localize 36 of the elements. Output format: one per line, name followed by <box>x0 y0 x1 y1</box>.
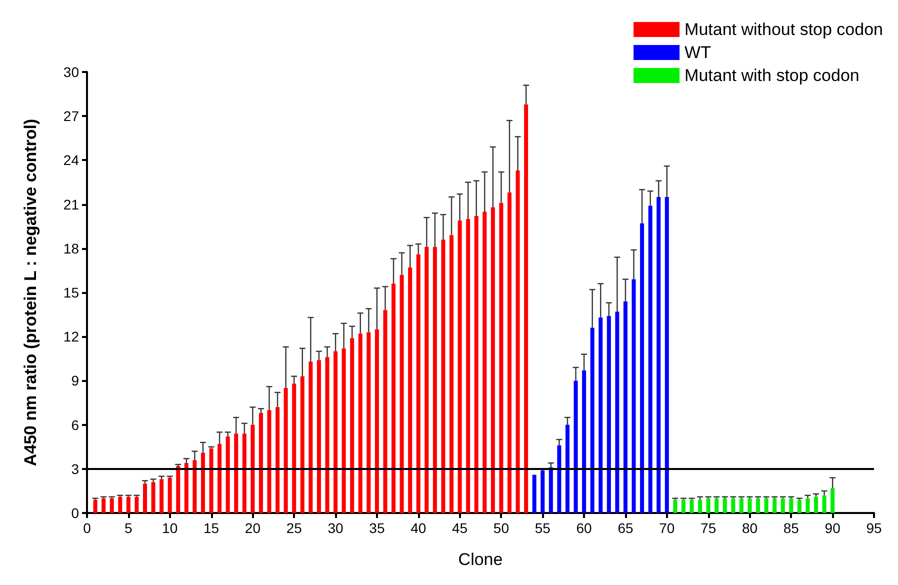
x-tick-label: 80 <box>742 520 758 536</box>
legend-label: Mutant with stop codon <box>684 66 860 85</box>
y-tick-label: 12 <box>63 328 80 345</box>
y-axis-title: A450 nm ratio (protein L : negative control) <box>21 118 40 466</box>
x-tick-label: 65 <box>618 520 634 536</box>
x-tick-label: 45 <box>452 520 468 536</box>
x-tick-label: 40 <box>410 520 426 536</box>
x-tick-label: 90 <box>824 520 841 536</box>
y-tick-label: 15 <box>63 284 80 300</box>
x-tick-label: 15 <box>203 520 220 536</box>
y-tick-label: 21 <box>63 196 80 212</box>
legend-label: Mutant without stop codon <box>684 20 884 39</box>
y-tick-label: 6 <box>71 416 80 433</box>
x-tick-label: 20 <box>244 520 261 536</box>
x-tick-label: 70 <box>659 520 675 536</box>
x-tick-label: 30 <box>328 520 344 536</box>
x-tick-label: 25 <box>286 520 302 536</box>
x-tick-label: 60 <box>576 520 592 536</box>
x-tick-label: 85 <box>783 520 800 536</box>
y-tick-label: 30 <box>63 64 80 80</box>
x-tick-label: 55 <box>534 520 551 536</box>
y-tick-label: 9 <box>71 372 80 389</box>
x-tick-label: 95 <box>866 520 882 536</box>
x-tick-label: 50 <box>493 520 510 536</box>
y-tick-label: 0 <box>71 505 80 521</box>
x-tick-label: 10 <box>162 520 178 536</box>
x-tick-label: 5 <box>124 520 133 536</box>
legend-label: WT <box>684 43 711 62</box>
y-tick-label: 27 <box>63 108 80 124</box>
x-tick-label: 35 <box>369 520 385 536</box>
y-tick-label: 24 <box>63 152 80 168</box>
x-tick-label: 0 <box>83 520 92 536</box>
x-tick-label: 75 <box>700 520 716 536</box>
y-tick-label: 18 <box>63 240 80 256</box>
y-tick-label: 3 <box>71 460 80 477</box>
x-axis-title: Clone <box>458 550 503 569</box>
